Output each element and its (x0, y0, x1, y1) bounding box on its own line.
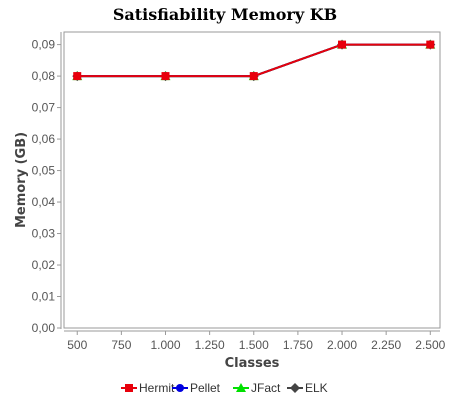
y-tick-label: 0,02 (32, 258, 56, 272)
x-tick-label: 2.250 (371, 338, 401, 352)
data-point-hermit (426, 40, 435, 49)
legend: Hermit Pellet JFact ELK (121, 381, 328, 395)
y-axis-title: Memory (GB) (14, 132, 29, 228)
legend-item-hermit: Hermit (121, 381, 175, 395)
legend-item-jfact: JFact (233, 381, 281, 395)
plot-frame (63, 31, 441, 329)
legend-marker-jfact (236, 383, 246, 392)
x-tick-label: 750 (111, 338, 131, 352)
series-hermit (73, 40, 435, 81)
legend-label-jfact: JFact (251, 381, 281, 395)
y-tick-label: 0,06 (32, 132, 56, 146)
legend-item-pellet: Pellet (172, 381, 221, 395)
legend-label-elk: ELK (305, 381, 328, 395)
x-tick-label: 1.000 (150, 338, 180, 352)
y-tick-label: 0,05 (32, 164, 56, 178)
x-tick-label: 1.750 (283, 338, 313, 352)
series-layer (72, 39, 436, 82)
legend-marker-pellet (176, 384, 184, 392)
x-axis: 500 750 1.000 1.250 1.500 1.750 2.000 2.250 2.50… (64, 330, 446, 352)
y-tick-label: 0,08 (32, 69, 56, 83)
legend-item-elk: ELK (287, 381, 328, 395)
legend-marker-elk (290, 383, 300, 393)
data-point-hermit (73, 72, 82, 81)
y-tick-label: 0,07 (32, 101, 56, 115)
y-tick-label: 0,00 (32, 321, 56, 335)
plot-area (63, 31, 441, 329)
x-tick-label: 1.500 (239, 338, 269, 352)
x-tick-label: 2.000 (327, 338, 357, 352)
x-tick-label: 500 (67, 338, 87, 352)
x-tick-label: 2.500 (415, 338, 445, 352)
y-axis: 0,00 0,01 0,02 0,03 0,04 0,05 0,06 0,07 0,08 0,09 (32, 32, 62, 335)
chart-title: Satisfiability Memory KB (113, 5, 337, 24)
y-tick-label: 0,04 (32, 195, 56, 209)
data-point-hermit (249, 72, 258, 81)
x-axis-title: Classes (225, 356, 280, 371)
legend-label-hermit: Hermit (139, 381, 175, 395)
data-point-hermit (161, 72, 170, 81)
legend-label-pellet: Pellet (190, 381, 221, 395)
data-point-hermit (338, 40, 347, 49)
y-tick-label: 0,09 (32, 38, 56, 52)
y-tick-label: 0,01 (32, 290, 56, 304)
y-tick-label: 0,03 (32, 227, 56, 241)
x-tick-label: 1.250 (195, 338, 225, 352)
legend-marker-hermit (125, 384, 133, 392)
